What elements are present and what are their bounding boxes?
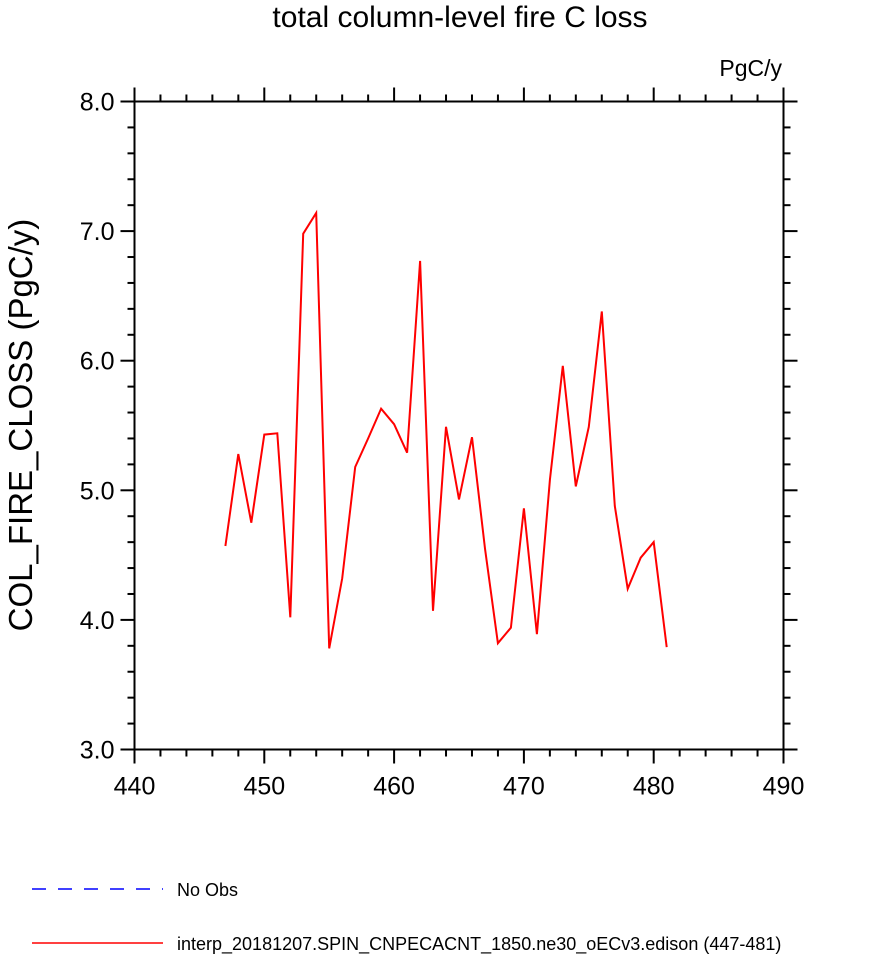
x-tick-label: 480 bbox=[633, 773, 675, 801]
chart-title: total column-level fire C loss bbox=[272, 1, 647, 34]
legend: No Obs interp_20181207.SPIN_CNPECACNT_185… bbox=[32, 880, 781, 955]
y-tick-label: 6.0 bbox=[80, 348, 115, 376]
series-line-1 bbox=[224, 209, 668, 649]
units-label: PgC/y bbox=[719, 55, 782, 81]
y-tick-label: 7.0 bbox=[80, 218, 115, 246]
legend-entry-label: interp_20181207.SPIN_CNPECACNT_1850.ne30… bbox=[177, 934, 781, 955]
y-axis-ticks: 3.0 4.0 5.0 6.0 7.0 8.0 bbox=[80, 89, 798, 765]
x-tick-label: 460 bbox=[373, 773, 415, 801]
plot-frame bbox=[133, 100, 785, 751]
x-tick-label: 440 bbox=[114, 773, 156, 801]
series-layer bbox=[224, 209, 668, 649]
x-axis-ticks: 440 450 460 470 480 490 bbox=[114, 87, 805, 801]
y-tick-label: 8.0 bbox=[80, 89, 115, 117]
x-tick-label: 490 bbox=[763, 773, 805, 801]
y-axis-label: COL_FIRE_CLOSS (PgC/y) bbox=[2, 219, 39, 632]
x-tick-label: 450 bbox=[243, 773, 285, 801]
legend-entry-label: No Obs bbox=[177, 880, 238, 900]
y-tick-label: 3.0 bbox=[80, 737, 115, 765]
x-tick-label: 470 bbox=[503, 773, 545, 801]
y-tick-label: 4.0 bbox=[80, 607, 115, 635]
y-tick-label: 5.0 bbox=[80, 477, 115, 505]
